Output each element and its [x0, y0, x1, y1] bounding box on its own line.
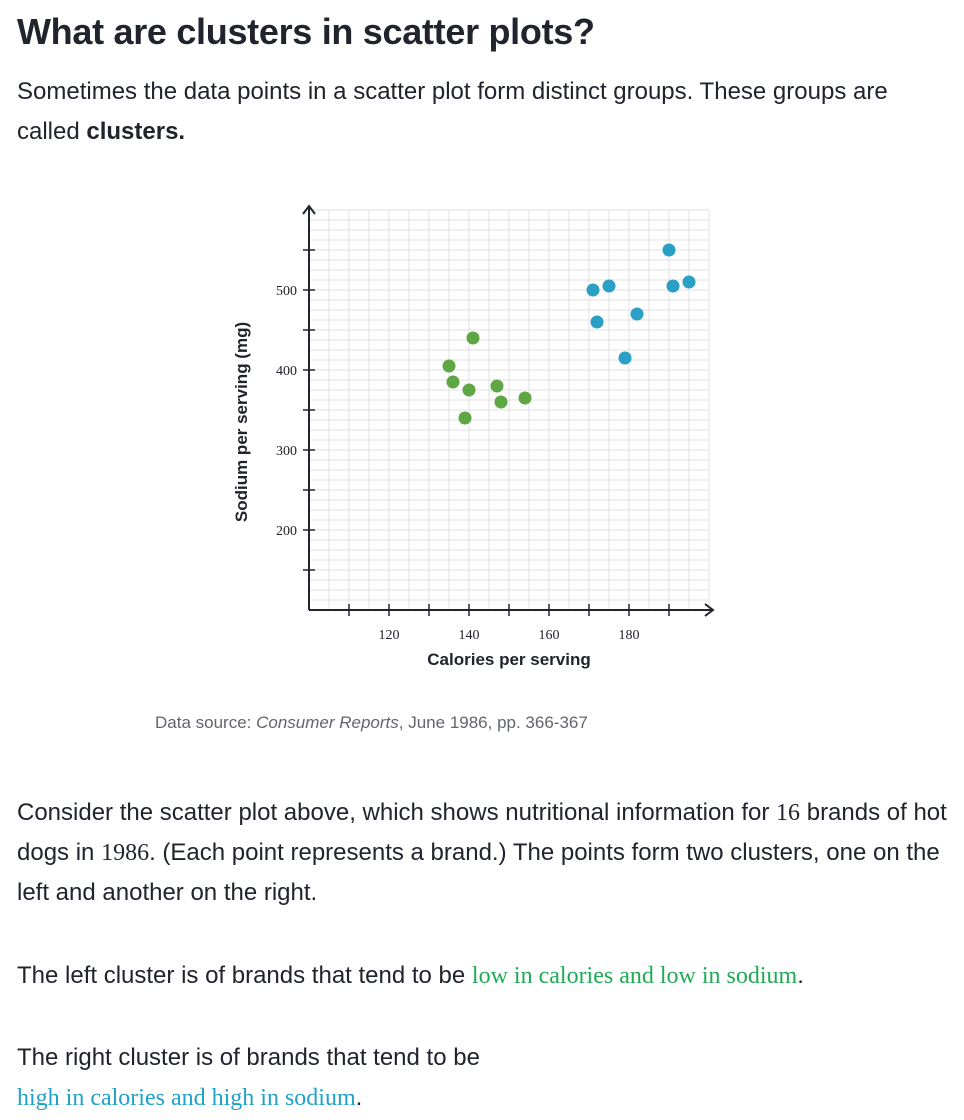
- para1-year: 1986: [101, 840, 150, 866]
- para1-count: 16: [776, 800, 801, 826]
- scatter-plot-svg: 120 140 160 180 200 300 400 500 Calories per ser…: [232, 204, 715, 669]
- y-tick-label: 200: [276, 524, 297, 539]
- intro-bold-term: clusters.: [86, 118, 186, 145]
- intro-text: Sometimes the data points in a scatter p…: [17, 78, 888, 145]
- para1-text-a: Consider the scatter plot above, which s…: [17, 799, 777, 826]
- source-publication: Consumer Reports: [256, 713, 399, 732]
- y-tick-label: 300: [276, 444, 297, 459]
- left-cluster-paragraph: The left cluster is of brands that tend …: [17, 956, 947, 996]
- data-point-right-cluster: [682, 275, 696, 289]
- data-point-right-cluster: [662, 243, 676, 257]
- right-cluster-paragraph: The right cluster is of brands that tend…: [17, 1038, 947, 1118]
- data-point-right-cluster: [618, 351, 632, 365]
- data-point-right-cluster: [630, 307, 644, 321]
- para3-text-a: The right cluster is of brands that tend…: [17, 1044, 480, 1071]
- left-cluster-highlight: low in calories and low in sodium: [471, 963, 798, 989]
- data-point-left-cluster: [494, 395, 508, 409]
- x-tick-label: 120: [379, 628, 400, 643]
- data-point-left-cluster: [458, 411, 472, 425]
- para2-text-a: The left cluster is of brands that tend …: [17, 962, 472, 989]
- para2-text-b: .: [797, 962, 804, 989]
- data-point-left-cluster: [462, 383, 476, 397]
- data-point-left-cluster: [446, 375, 460, 389]
- data-point-left-cluster: [442, 359, 456, 373]
- source-prefix: Data source:: [155, 713, 257, 732]
- y-axis-arrow: [302, 204, 316, 215]
- data-point-right-cluster: [666, 279, 680, 293]
- right-cluster-highlight: high in calories and high in sodium: [17, 1085, 356, 1111]
- data-point-left-cluster: [466, 331, 480, 345]
- data-point-right-cluster: [590, 315, 604, 329]
- x-axis-arrow: [704, 603, 715, 617]
- intro-paragraph: Sometimes the data points in a scatter p…: [17, 72, 947, 152]
- y-axis-label: Sodium per serving (mg): [232, 322, 251, 522]
- para1-text-c: . (Each point represents a brand.) The p…: [17, 839, 940, 906]
- source-suffix: , June 1986, pp. 366-367: [398, 713, 588, 732]
- data-source-caption: Data source: Consumer Reports, June 1986…: [155, 711, 588, 735]
- page-title: What are clusters in scatter plots?: [17, 11, 595, 52]
- para1-text-b: brands of hot dogs in: [17, 799, 947, 866]
- explanation-paragraph: Consider the scatter plot above, which s…: [17, 793, 947, 913]
- x-tick-label: 140: [459, 628, 480, 643]
- data-point-right-cluster: [602, 279, 616, 293]
- para3-text-b: .: [355, 1084, 363, 1111]
- x-axis-label: Calories per serving: [427, 650, 590, 669]
- y-tick-label: 400: [276, 364, 297, 379]
- data-point-left-cluster: [518, 391, 532, 405]
- scatter-plot: 120 140 160 180 200 300 400 500 Calories per ser…: [213, 195, 733, 685]
- x-tick-label: 180: [619, 628, 640, 643]
- y-tick-label: 500: [276, 284, 297, 299]
- data-point-left-cluster: [490, 379, 504, 393]
- x-tick-label: 160: [539, 628, 560, 643]
- data-point-right-cluster: [586, 283, 600, 297]
